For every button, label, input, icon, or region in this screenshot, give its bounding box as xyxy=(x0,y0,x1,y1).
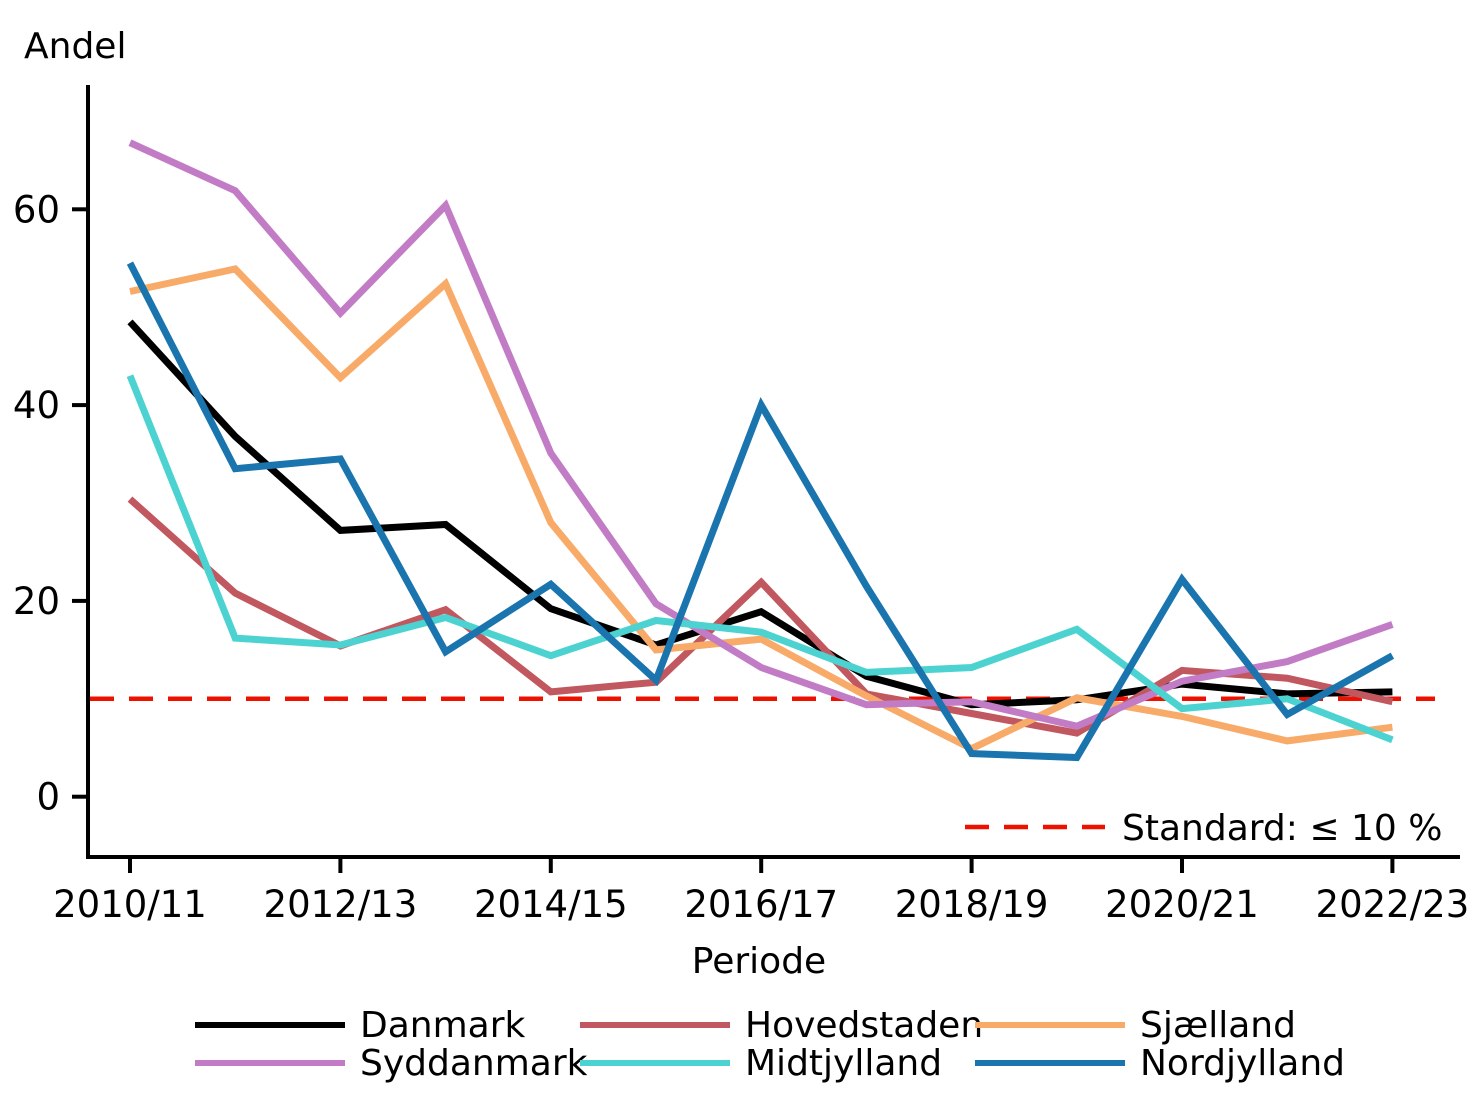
legend: Danmark Hovedstaden Sjælland Syddanmark Midt… xyxy=(195,1005,1345,1084)
x-tick-label: 2018/19 xyxy=(895,883,1049,926)
x-axis-title: Periode xyxy=(692,941,826,982)
legend-label-midtjylland: Midtjylland xyxy=(745,1043,942,1084)
legend-label-hovedstaden: Hovedstaden xyxy=(745,1005,983,1046)
legend-item-sj-lland: Sjælland xyxy=(975,1005,1296,1046)
series-line-syddanmark xyxy=(128,139,1394,730)
series-line-midtjylland xyxy=(126,374,1394,744)
x-tick-label: 2016/17 xyxy=(684,883,838,926)
legend-item-midtjylland: Midtjylland xyxy=(580,1043,942,1084)
y-tick-label: 0 xyxy=(36,776,60,819)
y-tick-label: 60 xyxy=(13,188,60,231)
x-tick-label: 2022/23 xyxy=(1316,883,1470,926)
x-tick-label: 2014/15 xyxy=(474,883,628,926)
y-axis-title: Andel xyxy=(24,26,126,67)
legend-item-danmark: Danmark xyxy=(195,1005,526,1046)
legend-label-syddanmark: Syddanmark xyxy=(360,1043,588,1084)
standard-annotation-label: Standard: ≤ 10 % xyxy=(1122,808,1442,849)
series-line-sj-lland xyxy=(129,265,1393,753)
standard-annotation: Standard: ≤ 10 % xyxy=(965,808,1442,849)
x-tick-label: 2010/11 xyxy=(53,883,207,926)
y-tick-label: 20 xyxy=(13,580,60,623)
y-tick-label: 40 xyxy=(13,384,60,427)
legend-label-danmark: Danmark xyxy=(360,1005,526,1046)
legend-label-nordjylland: Nordjylland xyxy=(1140,1043,1345,1084)
series-line-danmark xyxy=(127,319,1393,709)
series-lines xyxy=(126,139,1395,762)
x-tick-label: 2020/21 xyxy=(1105,883,1259,926)
legend-label-sj-lland: Sjælland xyxy=(1140,1005,1296,1046)
legend-item-hovedstaden: Hovedstaden xyxy=(580,1005,983,1046)
y-axis-ticks: 0 20 40 60 xyxy=(13,188,88,819)
x-tick-label: 2012/13 xyxy=(264,883,418,926)
legend-item-syddanmark: Syddanmark xyxy=(195,1043,588,1084)
series-line-nordjylland xyxy=(126,261,1395,762)
legend-item-nordjylland: Nordjylland xyxy=(975,1043,1345,1084)
x-axis-ticks: 2010/11 2012/13 2014/15 2016/17 2018/19 2020/… xyxy=(53,857,1469,926)
